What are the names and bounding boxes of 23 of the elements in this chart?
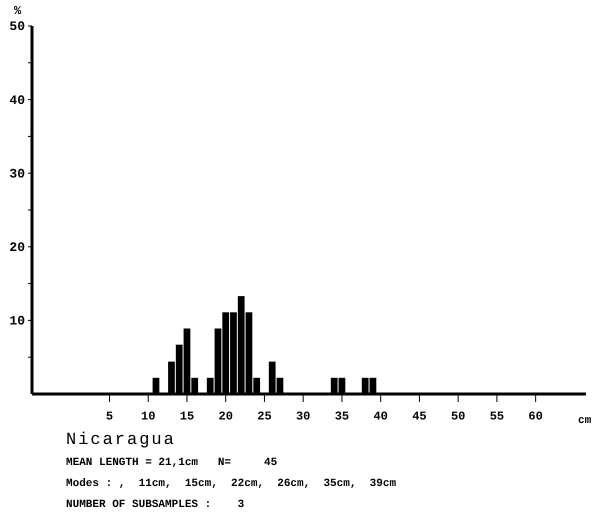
x-tick-label: 50 [450, 409, 466, 424]
x-tick-label: 20 [218, 409, 233, 424]
x-tick-label: 40 [373, 409, 388, 424]
y-tick-label: 40 [9, 92, 26, 108]
x-tick-label: 35 [334, 409, 350, 424]
y-tick-label: 10 [9, 314, 26, 329]
x-axis-title: cm [578, 415, 592, 427]
y-tick-label: 20 [9, 240, 26, 255]
x-tick-label: 25 [257, 409, 272, 424]
text: Nicaragua [66, 431, 176, 450]
x-tick-label: 5 [106, 409, 114, 424]
text: NUMBER OF SUBSAMPLES : 3 [66, 499, 245, 511]
x-tick-label: 60 [528, 409, 543, 424]
x-tick-label: 45 [412, 409, 427, 424]
x-tick-label: 55 [490, 409, 504, 424]
x-tick-label: 30 [296, 409, 310, 424]
y-axis-title: % [14, 4, 22, 18]
y-tick-label: 50 [9, 19, 26, 34]
y-tick-label: 30 [9, 166, 26, 182]
x-tick-label: 15 [180, 409, 194, 424]
text: Modes : , 11cm, 15cm, 22cm, 26cm, 35cm, 39cm [66, 478, 396, 490]
text: MEAN LENGTH = 21,1cm N= 45 [66, 457, 278, 469]
x-tick-label: 10 [141, 409, 156, 424]
